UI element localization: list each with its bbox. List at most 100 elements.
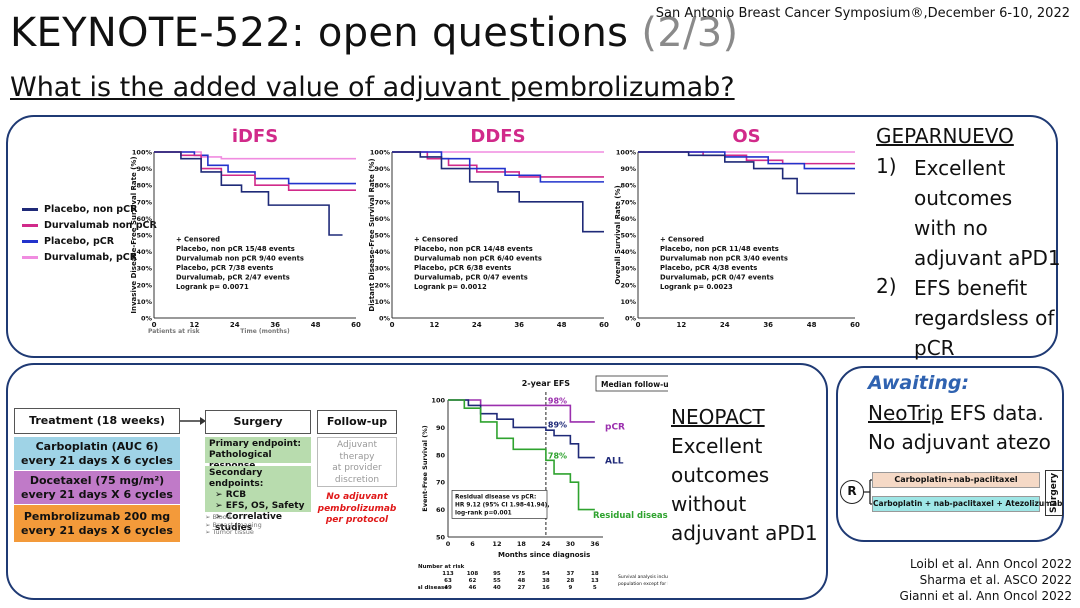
- awaiting-heading: Awaiting:: [868, 372, 970, 394]
- x-tick-label: 48: [557, 321, 567, 329]
- x-tick-label: 12: [190, 321, 200, 329]
- km-curve: [448, 399, 595, 423]
- point-number: 2): [876, 274, 897, 298]
- os-plot: OS Overall Survival Rate (%) 100% 90% 80% 70%…: [612, 124, 867, 334]
- y-tick-label: 50%: [374, 232, 390, 240]
- x-tick-label: 60: [850, 321, 860, 329]
- x-tick-label: 12: [492, 540, 501, 548]
- km-note: Durvalumab, pCR 0/47 events: [660, 274, 774, 282]
- y-tick-label: 30%: [620, 265, 636, 273]
- regimen-carboplatin: Carboplatin (AUC 6) every 21 days X 6 cyc…: [14, 437, 180, 470]
- y-axis-label: Invasive Disease-Free Survival Rate (%): [130, 156, 138, 313]
- y-tick-label: 10%: [136, 298, 152, 306]
- y-tick-label: 0%: [625, 315, 637, 323]
- risk-value: 13: [591, 578, 599, 584]
- risk-value: 40: [493, 585, 501, 591]
- regimen-docetaxel: Docetaxel (75 mg/m²) every 21 days X 6 cy…: [14, 471, 180, 504]
- km-curve: [448, 399, 595, 511]
- point-line: outcomes: [914, 186, 1013, 210]
- secondary-endpoints: Secondary endpoints: ➢ RCB ➢ EFS, OS, Sa…: [205, 466, 311, 533]
- idfs-plot: iDFS Invasive Disease-Free Survival Rate …: [128, 124, 368, 335]
- branch-icon: [864, 479, 876, 505]
- km-note: Placebo, non pCR 15/48 events: [176, 245, 295, 253]
- km-curve: [392, 151, 604, 233]
- y-tick-label: 20%: [374, 281, 390, 289]
- risk-value: 108: [467, 571, 479, 577]
- randomization-circle: R: [840, 480, 864, 504]
- all-label: ALL: [605, 457, 624, 467]
- neopact-line: Excellent: [671, 434, 763, 458]
- y-tick-label: 100%: [132, 149, 153, 157]
- survival-note: Survival analysis includes all patients …: [618, 574, 668, 580]
- y-tick-label: 10%: [374, 298, 390, 306]
- geparnuevo-panel: [6, 115, 1058, 358]
- km-note: Durvalumab, pCR 2/47 events: [176, 274, 290, 282]
- x-tick-label: 36: [590, 540, 600, 548]
- y-tick-label: 0%: [141, 315, 153, 323]
- residual-disease-label: Residual disease: [593, 511, 668, 521]
- y-axis-label: Overall Survival Rate (%): [614, 185, 622, 284]
- risk-value: 46: [469, 585, 477, 591]
- km-note: Placebo, non pCR 14/48 events: [414, 245, 533, 253]
- km-note: Durvalumab non pCR 9/40 events: [176, 255, 304, 263]
- km-note: Logrank p= 0.0012: [414, 283, 487, 291]
- x-tick-label: 36: [763, 321, 773, 329]
- y-tick-label: 70: [436, 479, 446, 487]
- no-adjuvant-note: No adjuvant pembrolizumab per protocol: [317, 492, 397, 525]
- hr-text: HR 9.12 (95% CI 1.98-41.94),: [455, 502, 550, 508]
- km-curve: [392, 151, 604, 178]
- x-tick-label: 30: [566, 540, 576, 548]
- geparnuevo-text: GEPARNUEVO 1) Excellent outcomes with no ad…: [876, 123, 1061, 363]
- y-tick-label: 20%: [620, 281, 636, 289]
- y-tick-label: 40%: [136, 248, 152, 256]
- point-line: adjuvant aPD1: [914, 246, 1061, 270]
- title-main: KEYNOTE-522: open questions: [10, 10, 629, 56]
- km-curve: [448, 399, 595, 459]
- risk-value: 55: [493, 578, 501, 584]
- y-tick-label: 80%: [620, 182, 636, 190]
- km-note: + Censored: [660, 236, 704, 244]
- x-tick-label: 36: [514, 321, 524, 329]
- risk-value: 62: [469, 578, 477, 584]
- neopact-line: outcomes: [671, 463, 770, 487]
- legend-item: Durvalumab, pCR: [22, 252, 157, 263]
- km-note: Placebo, pCR 7/38 events: [176, 264, 273, 272]
- point-line: Excellent: [914, 156, 1006, 180]
- chart-title: OS: [732, 126, 760, 147]
- hr-box: [451, 490, 548, 519]
- risk-value: 75: [518, 571, 526, 577]
- km-note: + Censored: [176, 236, 220, 244]
- y-axis-label: Distant Disease-Free Survival Rate (%): [368, 158, 376, 311]
- surgery-box: Surgery: [1045, 470, 1063, 516]
- risk-value: 37: [567, 571, 575, 577]
- km-chart-svg: 2-year EFS Median follow-up 24.4 months 10…: [396, 375, 737, 591]
- y-tick-label: 60%: [136, 215, 152, 223]
- reference: Loibl et al. Ann Oncol 2022: [909, 557, 1072, 571]
- y-tick-label: 60%: [620, 215, 636, 223]
- sample-list: ➢ Blood ➢ Breast imaging ➢ Tumor tissue: [205, 513, 262, 536]
- km-note: Logrank p= 0.0071: [176, 283, 249, 291]
- chart-title: DDFS: [470, 126, 525, 147]
- km-curve: [638, 151, 855, 195]
- geparnuevo-heading: GEPARNUEVO: [876, 124, 1014, 148]
- median-label: Median follow-up 24.4 months: [601, 380, 668, 389]
- km-chart-svg: OS Overall Survival Rate (%) 100% 90% 80% 70%…: [614, 126, 860, 329]
- surgery-header: Surgery: [205, 410, 311, 434]
- risk-value: 95: [493, 571, 501, 577]
- x-tick-label: 36: [270, 321, 280, 329]
- y-axis-label: Event-Free Survival (%): [421, 425, 429, 511]
- y-tick-label: 60%: [374, 215, 390, 223]
- rd-percent-label: 78%: [548, 452, 567, 461]
- point-number: 1): [876, 154, 897, 178]
- legend-item: Placebo, non pCR: [22, 204, 157, 215]
- x-tick-label: 24: [230, 321, 240, 329]
- neopact-panel: [6, 363, 828, 600]
- legend-item: Durvalumab non pCR: [22, 220, 157, 231]
- y-tick-label: 80%: [136, 182, 152, 190]
- y-tick-label: 90%: [136, 165, 152, 173]
- legend-item: Placebo, pCR: [22, 236, 157, 247]
- x-tick-label: 60: [599, 321, 609, 329]
- pcr-label: pCR: [605, 422, 625, 432]
- awaiting-panel: [836, 366, 1064, 542]
- x-tick-label: 12: [430, 321, 440, 329]
